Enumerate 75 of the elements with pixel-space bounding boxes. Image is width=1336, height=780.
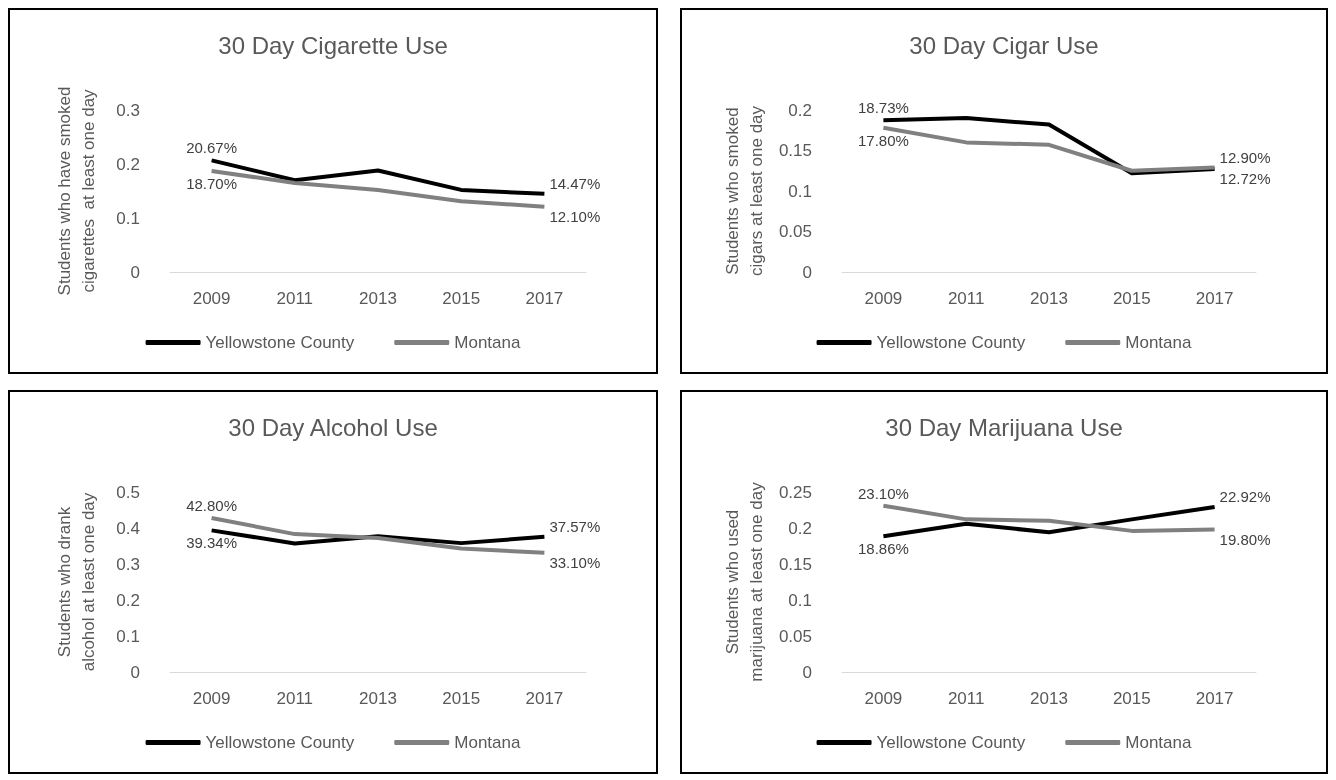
x-tick-label: 2015 [442,689,481,708]
y-tick-label: 0.3 [116,554,140,574]
data-label: 14.47% [549,175,601,193]
y-tick-label: 0.3 [116,100,140,120]
legend-label: Montana [1125,733,1192,752]
x-tick-label: 2015 [1112,289,1151,308]
x-tick-label: 2015 [442,289,481,308]
x-tick-label: 2011 [276,289,314,308]
data-label: 19.80% [1219,530,1271,548]
y-tick-label: 0.2 [116,154,140,174]
chart-title: 30 Day Marijuana Use [885,413,1123,441]
y-tick-label: 0.5 [116,482,140,502]
legend-label: Montana [1125,333,1192,352]
legend-label: Yellowstone County [205,733,355,752]
line-series [881,504,1217,539]
line-series [881,503,1217,533]
chart-title: 30 Day Alcohol Use [228,413,438,441]
x-tick-label: 2015 [1112,689,1151,708]
legend-label: Yellowstone County [876,733,1026,752]
data-label: 42.80% [186,496,238,514]
y-tick-label: 0.4 [116,518,140,538]
x-tick-label: 2013 [1030,289,1068,308]
data-label: 18.70% [186,175,238,193]
data-label: 18.73% [857,99,909,117]
x-tick-label: 2011 [947,289,985,308]
y-tick-label: 0.2 [116,590,140,610]
chart-title: 30 Day Cigar Use [909,31,1099,59]
y-axis-title: Students who have smoked cigarettes at least one day [54,86,98,296]
x-tick-label: 2009 [864,689,903,708]
data-label: 23.10% [857,484,909,502]
y-tick-label: 0.15 [778,554,812,574]
x-tick-label: 2013 [359,689,397,708]
data-label: 20.67% [186,139,238,157]
x-tick-label: 2017 [525,289,564,308]
y-tick-label: 0.05 [778,626,812,646]
data-label: 12.72% [1219,170,1271,188]
data-label: 18.86% [857,540,909,558]
legend-label: Montana [454,333,521,352]
x-tick-label: 2011 [947,689,985,708]
data-label: 12.90% [1219,149,1271,167]
x-tick-label: 2017 [525,689,564,708]
y-tick-label: 0.1 [788,181,812,201]
x-tick-label: 2009 [192,289,231,308]
y-tick-label: 0.2 [788,100,812,120]
data-label: 37.57% [549,518,601,536]
y-tick-label: 0 [802,662,812,682]
chart-title: 30 Day Cigarette Use [218,31,448,59]
x-tick-label: 2013 [1030,689,1068,708]
y-axis-title: Students who used marijuana at least one day [722,481,766,682]
y-tick-label: 0 [802,262,812,282]
x-tick-label: 2013 [359,289,397,308]
x-tick-label: 2017 [1195,689,1234,708]
x-tick-label: 2009 [864,289,903,308]
data-label: 33.10% [549,554,601,572]
y-axis-title: Students who drank alcohol at least one day [54,492,98,672]
data-label: 12.10% [549,208,601,226]
data-label: 39.34% [186,534,238,552]
data-label: 17.80% [857,131,909,149]
x-tick-label: 2011 [276,689,314,708]
legend-label: Montana [454,733,521,752]
y-tick-label: 0.2 [788,518,812,538]
y-tick-label: 0.1 [116,208,140,228]
legend-label: Yellowstone County [205,333,355,352]
legend-label: Yellowstone County [876,333,1026,352]
y-tick-label: 0.25 [778,482,812,502]
y-axis-title: Students who smoked cigars at least one day [722,105,766,277]
x-tick-label: 2009 [192,689,231,708]
x-tick-label: 2017 [1195,289,1234,308]
data-label: 22.92% [1219,488,1271,506]
y-tick-label: 0.05 [778,222,812,241]
y-tick-label: 0.1 [788,590,812,610]
y-tick-label: 0.1 [116,626,140,646]
y-tick-label: 0 [130,662,140,682]
y-tick-label: 0.15 [778,141,812,160]
y-tick-label: 0 [130,262,140,282]
